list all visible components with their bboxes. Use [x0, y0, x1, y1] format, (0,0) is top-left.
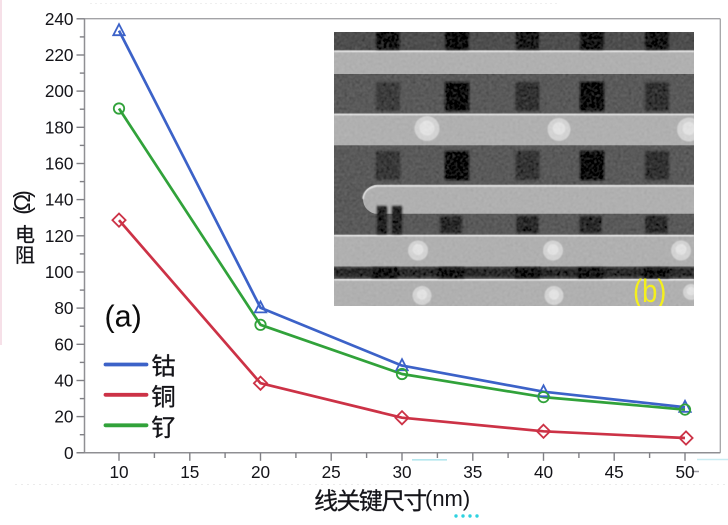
svg-text:80: 80 [54, 298, 73, 318]
svg-text:35: 35 [463, 462, 482, 482]
svg-text:15: 15 [180, 462, 199, 482]
svg-text:25: 25 [322, 462, 341, 482]
svg-text:40: 40 [54, 371, 73, 391]
svg-text:60: 60 [54, 334, 73, 354]
svg-text:(a): (a) [105, 300, 142, 334]
svg-text:45: 45 [605, 462, 624, 482]
svg-text:30: 30 [392, 462, 411, 482]
svg-text:(Ω): (Ω) [9, 191, 35, 215]
svg-text:(b): (b) [633, 274, 666, 310]
svg-text:160: 160 [45, 154, 74, 174]
svg-text:20: 20 [251, 462, 270, 482]
svg-text:0: 0 [64, 443, 74, 463]
svg-text:100: 100 [45, 262, 74, 282]
svg-text:40: 40 [534, 462, 553, 482]
svg-text:20: 20 [54, 407, 73, 427]
svg-text:50: 50 [675, 462, 694, 482]
svg-text:140: 140 [45, 190, 74, 210]
svg-text:120: 120 [45, 226, 74, 246]
svg-text:240: 240 [45, 9, 74, 29]
svg-text:220: 220 [45, 45, 74, 65]
svg-text:(nm): (nm) [425, 486, 470, 511]
svg-text:180: 180 [45, 117, 74, 137]
svg-text:10: 10 [109, 462, 128, 482]
svg-text:200: 200 [45, 81, 74, 101]
